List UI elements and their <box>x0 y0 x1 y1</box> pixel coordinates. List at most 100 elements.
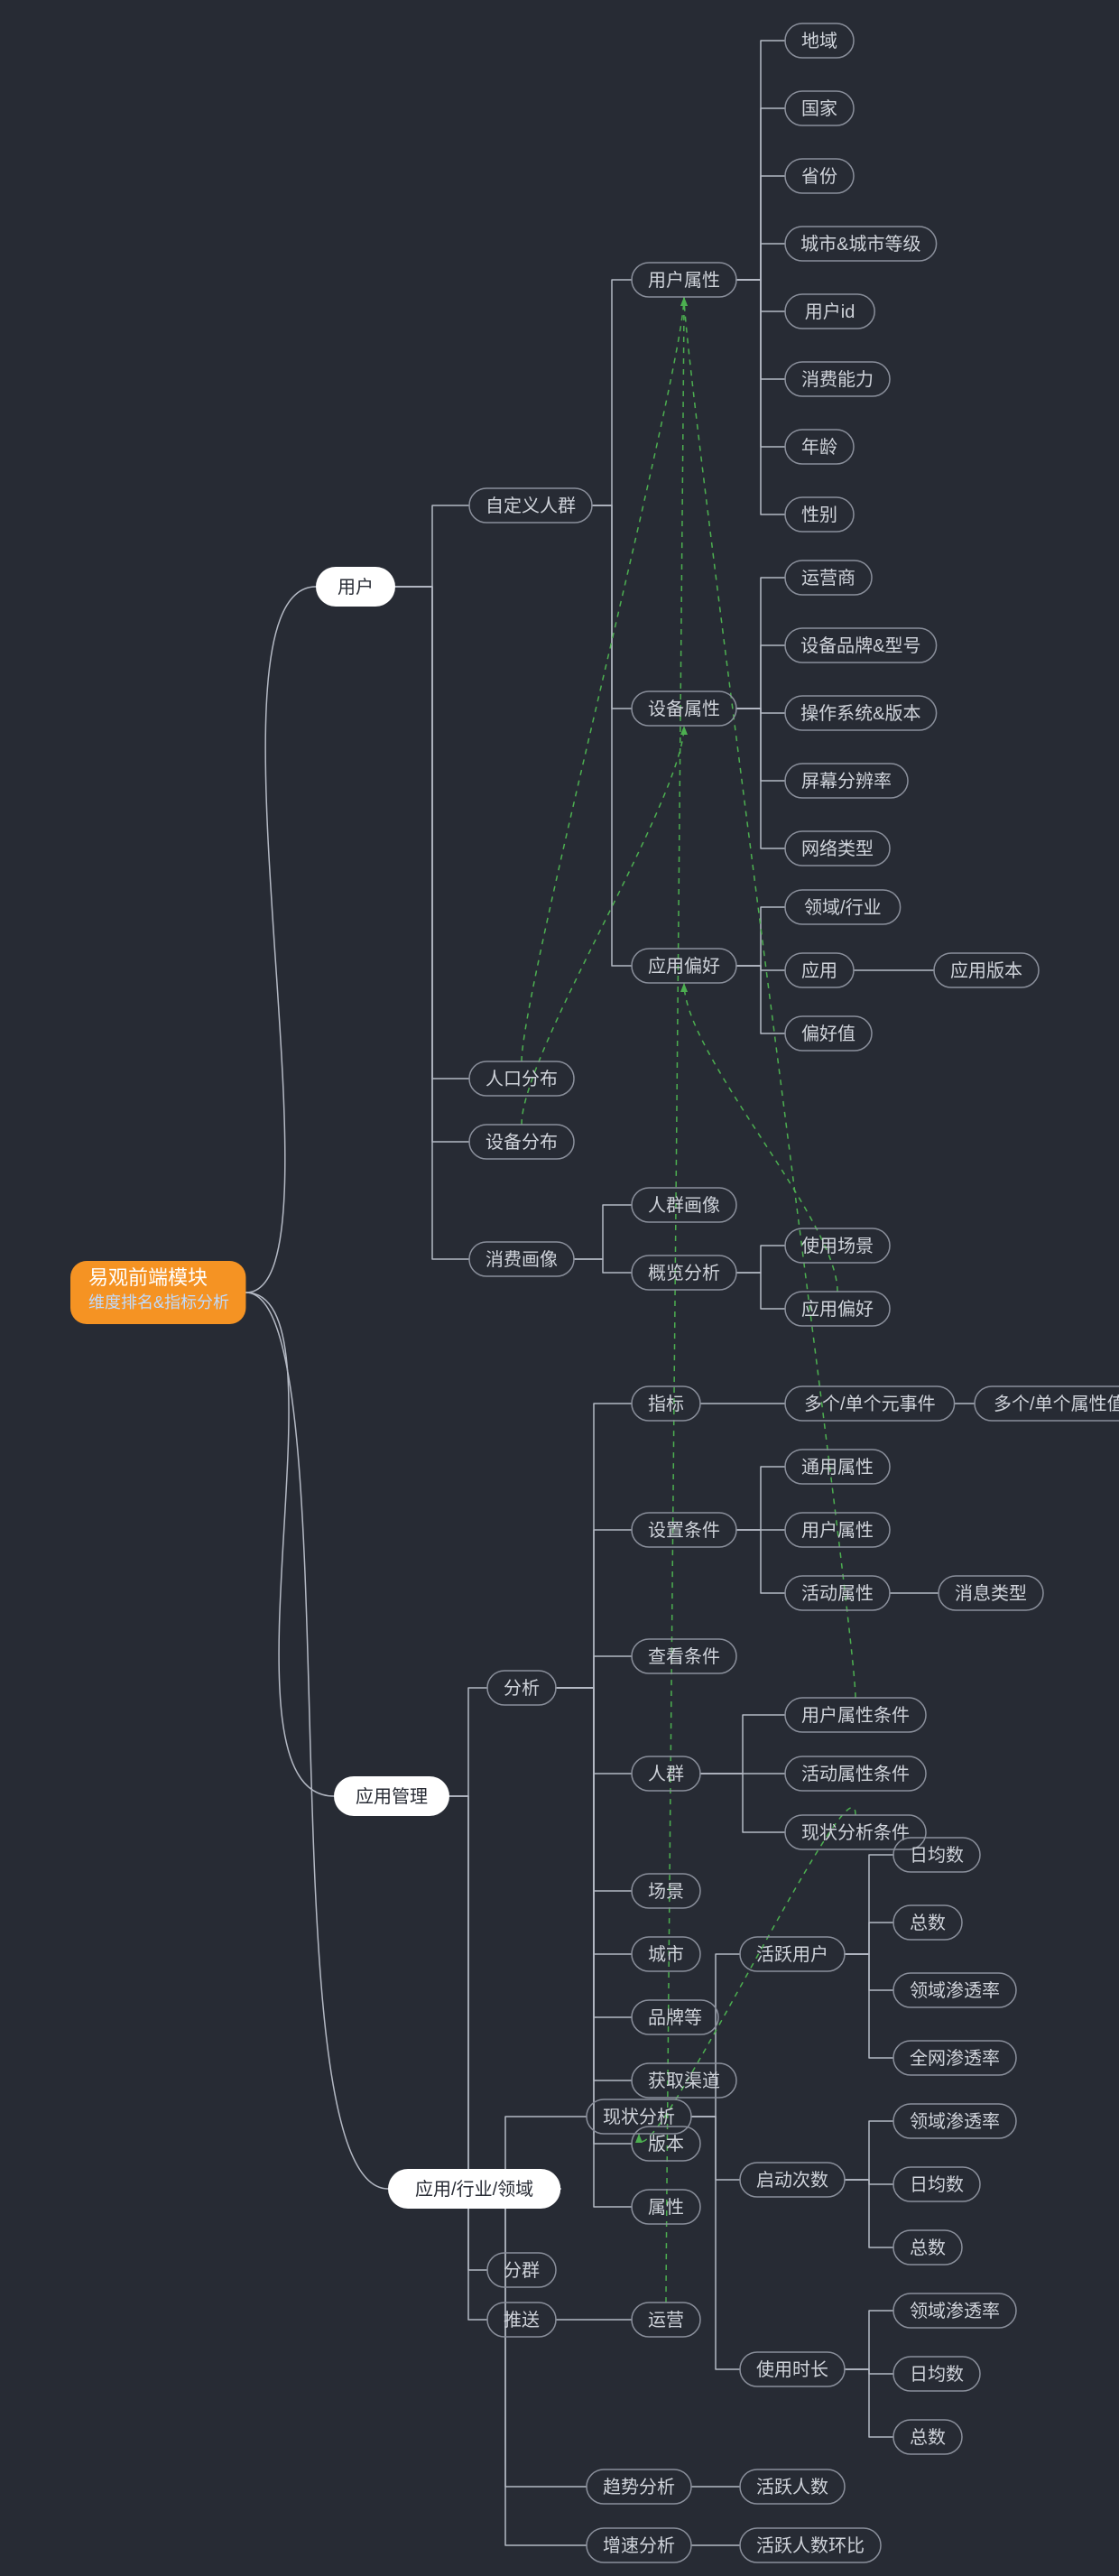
node-u1a7[interactable]: 年龄 <box>785 430 854 464</box>
node-a1b2[interactable]: 日均数 <box>893 2167 980 2201</box>
node-a1c3[interactable]: 总数 <box>893 2420 962 2454</box>
node-m2[interactable]: 分群 <box>487 2253 556 2287</box>
node-label: 现状分析条件 <box>801 1822 910 1843</box>
node-u1a8[interactable]: 性别 <box>785 497 854 532</box>
node-a1b[interactable]: 启动次数 <box>740 2163 845 2197</box>
node-u1a4[interactable]: 城市&城市等级 <box>785 227 937 261</box>
node-a3a[interactable]: 活跃人数环比 <box>740 2528 881 2562</box>
node-u1b4[interactable]: 屏幕分辨率 <box>785 764 908 798</box>
edge <box>845 2121 893 2180</box>
node-a1a3[interactable]: 领域渗透率 <box>893 1973 1016 2007</box>
node-u4[interactable]: 消费画像 <box>469 1242 574 1276</box>
node-m1b3[interactable]: 活动属性 <box>785 1576 890 1610</box>
node-a1c[interactable]: 使用时长 <box>740 2352 845 2386</box>
node-a1a[interactable]: 活跃用户 <box>740 1937 845 1971</box>
edge <box>736 966 785 1033</box>
node-u1a3[interactable]: 省份 <box>785 159 854 193</box>
node-m[interactable]: 应用管理 <box>334 1776 449 1816</box>
node-u1b1[interactable]: 运营商 <box>785 561 872 595</box>
node-label: 品牌等 <box>648 2007 702 2028</box>
node-u1c2a[interactable]: 应用版本 <box>934 953 1039 987</box>
node-m1h[interactable]: 获取渠道 <box>632 2063 736 2098</box>
node-u1a2[interactable]: 国家 <box>785 91 854 125</box>
node-a1b1[interactable]: 领域渗透率 <box>893 2104 1016 2138</box>
edge <box>736 1530 785 1593</box>
node-label: 全网渗透率 <box>910 2048 1000 2069</box>
node-u4b2[interactable]: 应用偏好 <box>785 1292 890 1326</box>
node-label: 活动属性条件 <box>801 1764 910 1784</box>
node-a2[interactable]: 趋势分析 <box>587 2469 691 2504</box>
node-m3[interactable]: 推送 <box>487 2303 556 2337</box>
root-node[interactable]: 易观前端模块维度排名&指标分析 <box>70 1261 245 1324</box>
node-label: 日均数 <box>910 2364 964 2385</box>
node-u1b[interactable]: 设备属性 <box>632 691 736 726</box>
node-u1a6[interactable]: 消费能力 <box>785 362 890 396</box>
node-label: 应用 <box>801 960 837 981</box>
node-a1a4[interactable]: 全网渗透率 <box>893 2041 1016 2075</box>
node-m1c[interactable]: 查看条件 <box>632 1639 736 1673</box>
node-a1a2[interactable]: 总数 <box>893 1905 962 1940</box>
edge <box>736 645 785 709</box>
node-u1b3[interactable]: 操作系统&版本 <box>785 696 937 730</box>
node-m1e[interactable]: 场景 <box>632 1874 700 1908</box>
node-m1d3[interactable]: 现状分析条件 <box>785 1815 926 1849</box>
node-a1[interactable]: 现状分析 <box>587 2099 691 2134</box>
node-label: 分析 <box>504 1678 540 1699</box>
node-u3[interactable]: 设备分布 <box>469 1125 574 1159</box>
edge <box>245 587 316 1293</box>
arrowhead <box>680 983 688 992</box>
edge <box>574 1259 632 1273</box>
edge <box>845 1954 893 2058</box>
node-label: 启动次数 <box>756 2170 828 2191</box>
node-m1i[interactable]: 版本 <box>632 2127 700 2161</box>
node-a3[interactable]: 增速分析 <box>587 2528 691 2562</box>
node-u4a[interactable]: 人群画像 <box>632 1188 736 1222</box>
node-m1d2[interactable]: 活动属性条件 <box>785 1756 926 1791</box>
node-m1d1[interactable]: 用户属性条件 <box>785 1698 926 1732</box>
node-u1c[interactable]: 应用偏好 <box>632 949 736 983</box>
node-label: 屏幕分辨率 <box>801 771 892 792</box>
node-label: 应用版本 <box>950 960 1022 981</box>
edge <box>395 587 469 1259</box>
node-label: 用户属性 <box>801 1520 874 1541</box>
node-u4b[interactable]: 概览分析 <box>632 1256 736 1290</box>
node-m1b3a[interactable]: 消息类型 <box>939 1576 1043 1610</box>
node-m1a1a[interactable]: 多个/单个属性值 <box>975 1386 1119 1421</box>
node-u1[interactable]: 自定义人群 <box>469 488 592 523</box>
node-a1b3[interactable]: 总数 <box>893 2230 962 2265</box>
node-m1[interactable]: 分析 <box>487 1671 556 1705</box>
node-m1b1[interactable]: 通用属性 <box>785 1450 890 1484</box>
node-label: 地域 <box>801 31 837 51</box>
node-label: 查看条件 <box>648 1646 720 1667</box>
node-label: 应用偏好 <box>801 1299 874 1320</box>
node-label: 活跃人数环比 <box>756 2535 865 2556</box>
node-label: 设备分布 <box>486 1132 558 1153</box>
node-m1j[interactable]: 属性 <box>632 2190 700 2224</box>
node-u1c1[interactable]: 领域/行业 <box>785 890 901 924</box>
edge <box>245 1293 388 2189</box>
node-u1c3[interactable]: 偏好值 <box>785 1016 872 1051</box>
node-u1a1[interactable]: 地域 <box>785 23 854 58</box>
node-u1c2[interactable]: 应用 <box>785 953 854 987</box>
node-label: 设备品牌&型号 <box>800 635 920 656</box>
node-m1a[interactable]: 指标 <box>632 1386 700 1421</box>
node-u1b2[interactable]: 设备品牌&型号 <box>785 628 937 663</box>
node-a[interactable]: 应用/行业/领域 <box>388 2169 560 2209</box>
node-u1a[interactable]: 用户属性 <box>632 263 736 297</box>
node-u[interactable]: 用户 <box>316 567 395 607</box>
node-label: 多个/单个元事件 <box>804 1394 936 1414</box>
node-m1g[interactable]: 品牌等 <box>632 2000 718 2034</box>
node-label: 领域渗透率 <box>910 2111 1000 2132</box>
node-m1a1[interactable]: 多个/单个元事件 <box>785 1386 955 1421</box>
node-m1b2[interactable]: 用户属性 <box>785 1513 890 1547</box>
node-m1d[interactable]: 人群 <box>632 1756 700 1791</box>
node-u1b5[interactable]: 网络类型 <box>785 831 890 866</box>
node-m1f[interactable]: 城市 <box>632 1937 700 1971</box>
node-a1c1[interactable]: 领域渗透率 <box>893 2293 1016 2328</box>
node-u2[interactable]: 人口分布 <box>469 1061 574 1096</box>
node-u1a5[interactable]: 用户id <box>785 294 874 329</box>
node-m1b[interactable]: 设置条件 <box>632 1513 736 1547</box>
node-m3a[interactable]: 运营 <box>632 2303 700 2337</box>
node-a1c2[interactable]: 日均数 <box>893 2357 980 2391</box>
node-a2a[interactable]: 活跃人数 <box>740 2469 845 2504</box>
